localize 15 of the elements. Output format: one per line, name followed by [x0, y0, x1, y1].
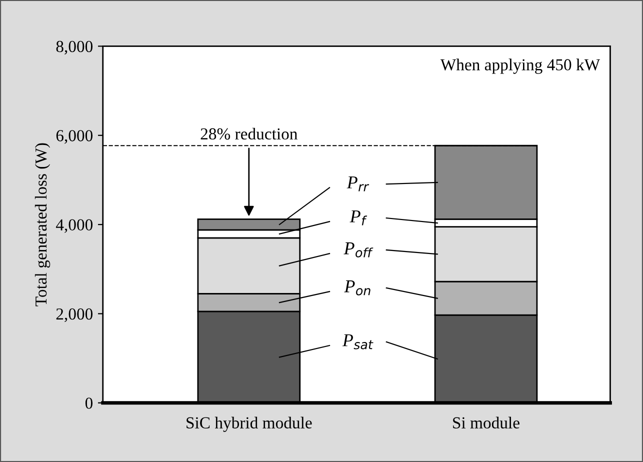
y-tick-label: 6,000: [56, 130, 93, 144]
y-tick-label: 4,000: [56, 219, 93, 233]
legend-label: P$_{off}$: [344, 242, 374, 258]
y-tick-label: 8,000: [56, 40, 93, 55]
y-tick-label: 2,000: [56, 308, 93, 322]
legend-label: P$_{on}$: [344, 280, 370, 296]
legend-label: P$_{sat}$: [342, 334, 374, 350]
x-tick-label: Si module: [453, 416, 520, 428]
x-tick-label: SiC hybrid module: [186, 416, 312, 432]
annotation: 28% reduction: [200, 128, 298, 140]
y-tick-label: 0: [85, 398, 93, 409]
y-axis-title: Total generated loss (W): [34, 143, 50, 306]
legend-label: P$_{rr}$: [346, 176, 370, 192]
legend-label: P$_{f}$: [350, 210, 368, 226]
annotation: When applying 450 kW: [440, 58, 600, 74]
